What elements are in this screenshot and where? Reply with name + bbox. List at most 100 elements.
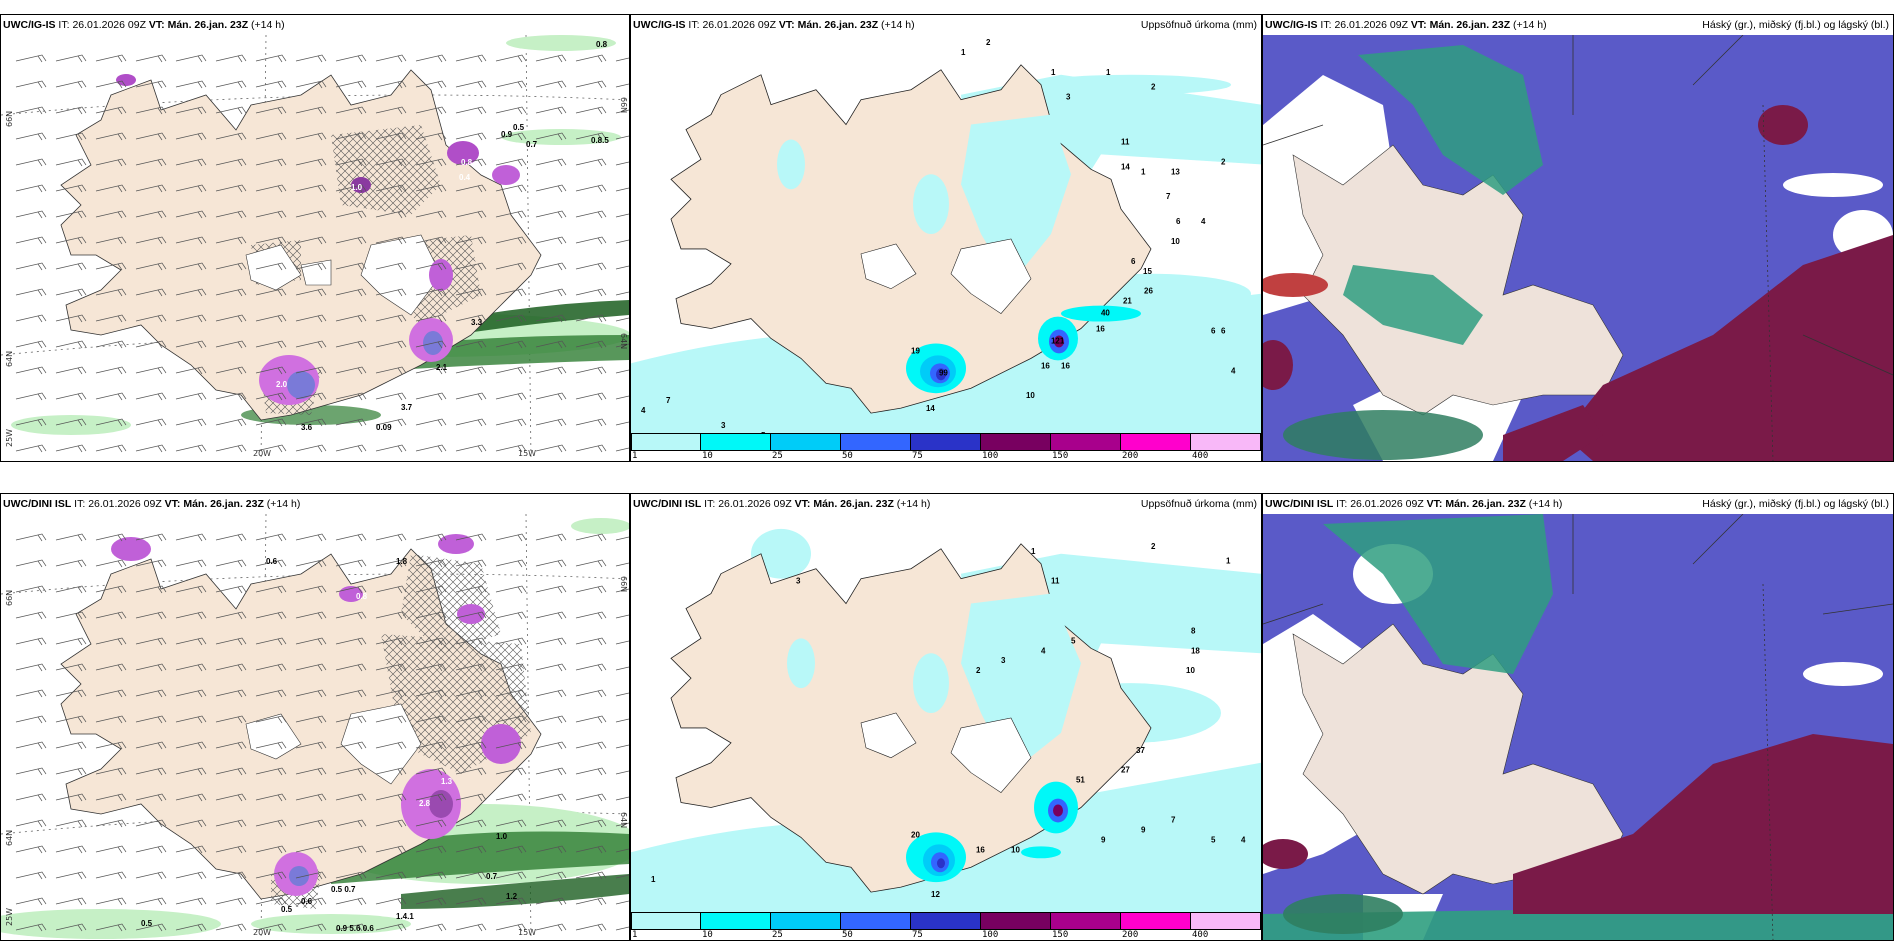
wind-barb — [135, 559, 167, 568]
panel-header: UWC/IG-IS IT: 26.01.2026 09Z VT: Mán. 26… — [631, 15, 1261, 35]
wind-barb — [55, 314, 87, 323]
wind-barb — [95, 819, 127, 828]
wind-barb — [375, 793, 407, 802]
wind-barb — [375, 418, 407, 427]
wind-barb — [295, 392, 327, 401]
precip-value-label: 9 — [1101, 835, 1106, 844]
wind-barb — [535, 314, 567, 323]
wind-barb — [175, 611, 207, 620]
wind-barb — [415, 366, 447, 375]
high-cloud — [1263, 105, 1893, 461]
cloud-map[interactable] — [1263, 514, 1893, 940]
value-label: 1.8 — [396, 557, 408, 566]
wind-barb — [495, 793, 527, 802]
wind-barb — [495, 845, 527, 854]
wind-barb — [95, 689, 127, 698]
wind-barb — [415, 559, 447, 568]
wind-barb — [255, 741, 287, 750]
value-label: 2.8 — [419, 799, 431, 808]
wind-barb — [495, 366, 527, 375]
wind-barb — [55, 637, 87, 646]
wind-barb — [175, 210, 207, 219]
panel-precip-bottom: UWC/DINI ISL IT: 26.01.2026 09Z VT: Mán.… — [630, 493, 1262, 941]
wind-barb — [135, 871, 167, 880]
wind-barb — [15, 418, 47, 427]
wind-barb — [175, 819, 207, 828]
precip-value-label: 18 — [1191, 646, 1200, 655]
iceland-land — [1292, 144, 1624, 416]
wind-barb — [495, 611, 527, 620]
colorbar-label: 200 — [1122, 930, 1139, 940]
wind-map[interactable]: 0.6 1.8 0.5 0.6 0.5 0.7 1.0 0.7 1.2 0.5 … — [1, 514, 629, 940]
wind-barb — [575, 871, 607, 880]
precip-over-land — [777, 114, 1071, 284]
model-name: UWC/DINI ISL — [1265, 498, 1334, 510]
wind-barb — [495, 689, 527, 698]
lon-label-15: 15W — [518, 928, 537, 937]
precip-value-label: 7 — [666, 396, 671, 405]
wind-barb — [255, 418, 287, 427]
precip-value-label: 16 — [1096, 325, 1105, 334]
wind-barb — [415, 444, 447, 453]
wind-barb — [215, 819, 247, 828]
precip-map[interactable]: 121113245810183727512016129109754321 — [631, 514, 1261, 912]
wind-barb — [615, 614, 629, 619]
wind-barb — [15, 158, 47, 167]
value-label: 0.6 — [266, 557, 278, 566]
wind-barb — [575, 80, 607, 89]
wind-barb — [255, 663, 287, 672]
wind-barb — [615, 744, 629, 749]
colorbar-label: 10 — [702, 451, 713, 461]
wind-barb — [375, 184, 407, 193]
wind-barb — [535, 158, 567, 167]
cloud-map[interactable] — [1263, 35, 1893, 461]
wind-barbs — [15, 54, 629, 453]
wind-barbs — [15, 533, 629, 932]
wind-barb — [615, 588, 629, 593]
wind-barb — [135, 923, 167, 932]
wind-barb — [135, 637, 167, 646]
wind-barb — [455, 210, 487, 219]
wind-barb — [135, 314, 167, 323]
value-label: 1.3 — [441, 777, 453, 786]
it-value: 26.01.2026 09Z — [702, 19, 776, 31]
wind-barb — [455, 314, 487, 323]
wind-barb — [495, 314, 527, 323]
wind-barb — [415, 288, 447, 297]
wind-barb — [255, 845, 287, 854]
precip-map[interactable]: 1 2 1 1 2 3 11 14 13 7 6 10 2 4 1 6 15 26 21 40 16 121 16 16 99 1… — [631, 35, 1261, 433]
wind-barb — [535, 741, 567, 750]
wind-barb — [615, 57, 629, 62]
wind-barb — [95, 611, 127, 620]
wind-barb — [215, 418, 247, 427]
panel-title: Háský (gr.), miðský (fj.bl.) og lágský (… — [1702, 498, 1889, 510]
wind-barb — [335, 106, 367, 115]
value-label: 0.4 — [459, 173, 471, 182]
wind-barb — [335, 236, 367, 245]
wind-barb — [575, 288, 607, 297]
wind-barb — [335, 559, 367, 568]
wind-barb — [615, 187, 629, 192]
value-label: 0.7 — [526, 140, 538, 149]
iceland-land — [1292, 623, 1624, 895]
wind-map[interactable]: 0.8 0.8.5 0.9 0.7 2.0 3.6 0.09 3.3 3.7 2… — [1, 35, 629, 461]
wind-barb — [535, 106, 567, 115]
wind-barb — [615, 848, 629, 853]
value-label: 0.8 — [461, 158, 473, 167]
wind-barb — [535, 54, 567, 63]
value-label: 1.0 — [496, 832, 508, 841]
wind-barb — [135, 262, 167, 271]
colorbar-label: 400 — [1192, 930, 1209, 940]
precip-value-label: 40 — [1101, 309, 1110, 318]
vt-label: VT: — [164, 498, 181, 510]
wind-barb — [175, 184, 207, 193]
wind-barb — [135, 236, 167, 245]
wind-barb — [255, 236, 287, 245]
wind-barb — [615, 239, 629, 244]
wind-barb — [135, 715, 167, 724]
cloud-map-svg — [1263, 35, 1893, 461]
wind-barb — [135, 132, 167, 141]
wind-barb — [135, 793, 167, 802]
colorbar-swatch — [1051, 912, 1121, 930]
precip-value-label: 1 — [1051, 68, 1056, 77]
